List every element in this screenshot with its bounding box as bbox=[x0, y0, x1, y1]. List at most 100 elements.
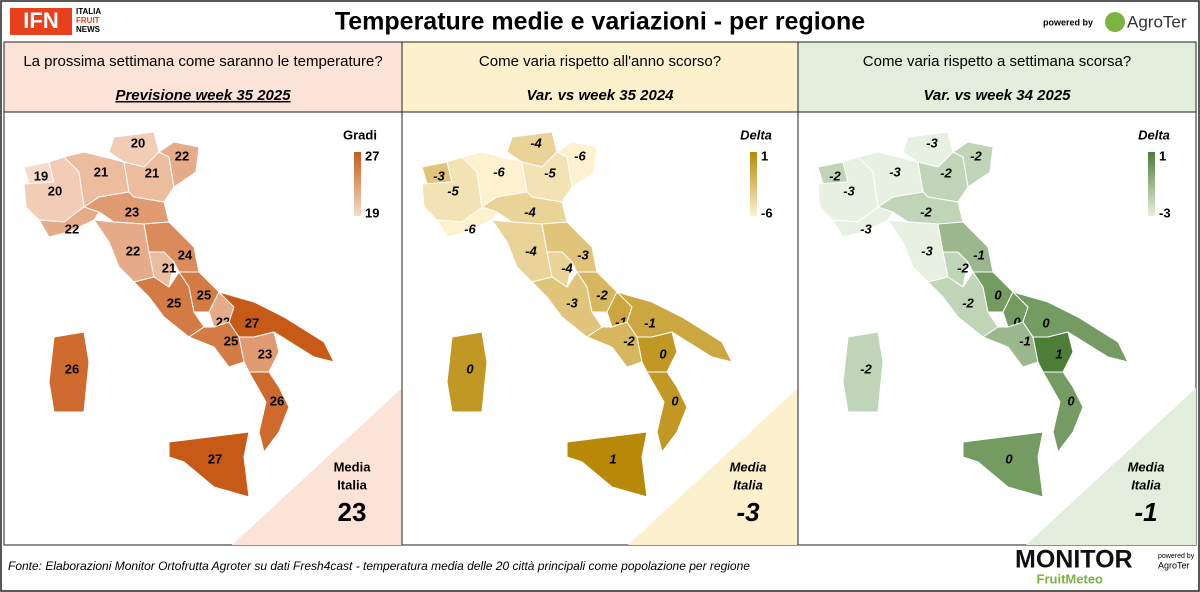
region-label: -5 bbox=[544, 165, 556, 180]
region-label: 0 bbox=[671, 393, 679, 408]
legend-max: 1 bbox=[1159, 148, 1166, 163]
region-label: 25 bbox=[167, 295, 181, 310]
region-label: -2 bbox=[623, 333, 635, 348]
legend-max: 27 bbox=[365, 148, 379, 163]
region-label: -1 bbox=[644, 315, 656, 330]
region bbox=[646, 371, 688, 454]
region-label: 22 bbox=[65, 221, 79, 236]
region-label: -6 bbox=[464, 221, 476, 236]
region-label: -1 bbox=[1019, 333, 1031, 348]
region bbox=[842, 331, 884, 413]
region bbox=[48, 331, 90, 413]
region bbox=[238, 331, 280, 373]
region bbox=[82, 191, 170, 225]
region bbox=[876, 191, 964, 225]
region-label: 22 bbox=[126, 243, 140, 258]
region bbox=[1011, 290, 1129, 363]
region-label: -5 bbox=[447, 183, 459, 198]
logo-sub: NEWS bbox=[76, 25, 101, 34]
region bbox=[158, 141, 200, 188]
region-label: -3 bbox=[577, 247, 589, 262]
panel-header bbox=[798, 42, 1196, 112]
region-label: 21 bbox=[94, 164, 108, 179]
media-label: Italia bbox=[733, 477, 763, 492]
region-label: -1 bbox=[973, 247, 985, 262]
region-label: 0 bbox=[659, 346, 667, 361]
panel-header bbox=[4, 42, 402, 112]
logo-sub: ITALIA bbox=[76, 7, 101, 16]
region-label: 19 bbox=[34, 168, 48, 183]
region-label: 21 bbox=[162, 260, 176, 275]
media-label: Italia bbox=[1131, 477, 1161, 492]
region-label: 0 bbox=[994, 287, 1002, 302]
region-label: 26 bbox=[65, 361, 79, 376]
region-label: 1 bbox=[609, 451, 616, 466]
region bbox=[217, 290, 335, 363]
panel: Come varia rispetto all'anno scorso? Var.… bbox=[401, 41, 799, 546]
region-label: 0 bbox=[1042, 315, 1050, 330]
media-label: Media bbox=[730, 459, 767, 474]
region-label: 20 bbox=[131, 135, 145, 150]
corner-shade bbox=[1026, 388, 1196, 545]
media-label: Media bbox=[1128, 459, 1165, 474]
region bbox=[480, 191, 568, 225]
region bbox=[962, 431, 1044, 498]
region bbox=[952, 141, 994, 188]
region bbox=[615, 290, 733, 363]
region-label: -6 bbox=[493, 164, 505, 179]
panel: Come varia rispetto a settimana scorsa? V… bbox=[797, 41, 1197, 546]
region bbox=[1032, 331, 1074, 373]
legend-ramp bbox=[1148, 152, 1155, 216]
region bbox=[566, 431, 648, 498]
footer-logo-sub: FruitMeteo bbox=[1037, 571, 1104, 586]
legend-ramp bbox=[354, 152, 361, 216]
region-label: -3 bbox=[566, 295, 578, 310]
panel-header bbox=[402, 42, 798, 112]
question: La prossima settimana come saranno le te… bbox=[23, 53, 382, 70]
region-label: -6 bbox=[574, 148, 586, 163]
panel-border bbox=[797, 41, 1197, 546]
legend-max: 1 bbox=[761, 148, 768, 163]
legend-min: 19 bbox=[365, 205, 379, 220]
logo-right: AgroTer bbox=[1127, 12, 1187, 31]
region-label: -4 bbox=[561, 260, 573, 275]
region-label: 0 bbox=[466, 361, 474, 376]
legend-title: Delta bbox=[1138, 127, 1170, 142]
region-label: -2 bbox=[596, 287, 608, 302]
corner-shade bbox=[628, 388, 798, 545]
region-label: -2 bbox=[860, 361, 872, 376]
region bbox=[556, 141, 598, 188]
region bbox=[636, 331, 678, 373]
region-label: -2 bbox=[962, 295, 974, 310]
subtitle: Var. vs week 35 2024 bbox=[526, 87, 674, 104]
region-label: 26 bbox=[270, 393, 284, 408]
region bbox=[168, 431, 250, 498]
subtitle: Var. vs week 34 2025 bbox=[923, 87, 1071, 104]
region-label: -3 bbox=[433, 168, 445, 183]
media-label: Italia bbox=[337, 477, 367, 492]
region-label: 23 bbox=[125, 204, 139, 219]
media-value: 23 bbox=[338, 497, 367, 527]
region-label: 0 bbox=[1005, 451, 1013, 466]
media-value: -1 bbox=[1134, 497, 1157, 527]
region-label: -3 bbox=[921, 243, 933, 258]
region-label: -3 bbox=[926, 135, 938, 150]
region-label: 21 bbox=[145, 165, 159, 180]
logo-sub: FRUIT bbox=[76, 16, 100, 25]
region-label: 25 bbox=[197, 287, 211, 302]
legend-min: -3 bbox=[1159, 205, 1171, 220]
legend-min: -6 bbox=[761, 205, 773, 220]
footer-logo: MONITOR bbox=[1015, 546, 1133, 574]
media-label: Media bbox=[334, 459, 372, 474]
title: Temperature medie e variazioni - per reg… bbox=[335, 8, 865, 36]
region-label: 20 bbox=[48, 183, 62, 198]
region-label: -4 bbox=[530, 135, 542, 150]
region-label: 0 bbox=[1013, 314, 1021, 329]
subtitle: Previsione week 35 2025 bbox=[115, 87, 291, 104]
corner-shade bbox=[232, 388, 402, 545]
region-label: 24 bbox=[178, 247, 193, 262]
agroter-icon bbox=[1105, 12, 1125, 32]
legend-title: Gradi bbox=[343, 127, 377, 142]
media-value: -3 bbox=[736, 497, 760, 527]
region-label: -2 bbox=[957, 260, 969, 275]
